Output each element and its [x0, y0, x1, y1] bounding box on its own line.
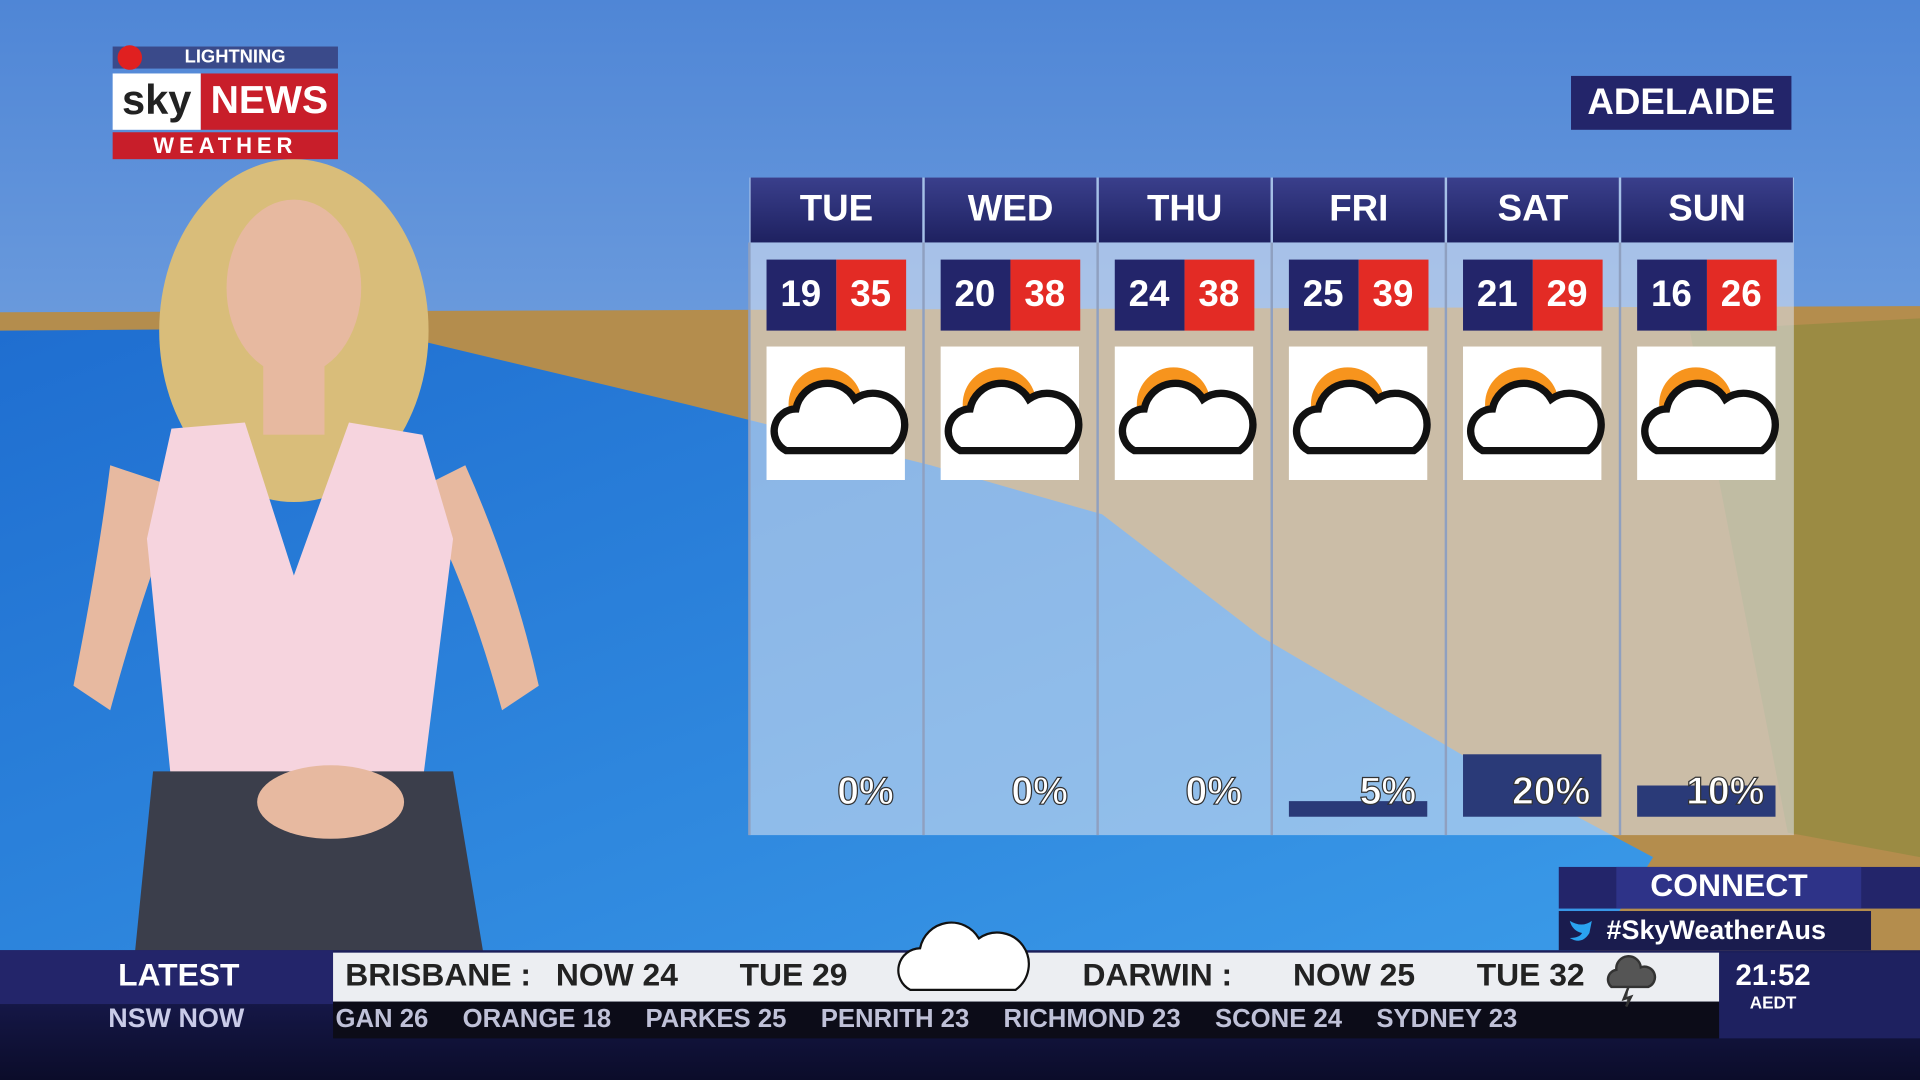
min-box [940, 259, 1011, 331]
scroll-item: GAN 26 [336, 1005, 429, 1033]
day: THU [1147, 187, 1222, 228]
headline-city: BRISBANE : [345, 957, 531, 993]
max-box [1358, 259, 1429, 331]
cloud [1641, 379, 1779, 455]
day: TUE [800, 187, 873, 228]
rain-label: 0% [1011, 770, 1068, 813]
min-temp: 21 [1477, 273, 1518, 314]
cloud [1292, 379, 1431, 455]
scroll-item: SCONE 24 [1215, 1005, 1343, 1033]
rain-label: 5% [1360, 770, 1417, 813]
location-box [1571, 75, 1792, 130]
ticker-subsection: NSW NOW [108, 1003, 245, 1033]
min-box [1637, 259, 1707, 331]
day-header [924, 177, 1097, 243]
logo-news: NEWS [211, 79, 329, 122]
day: WED [968, 187, 1054, 228]
storm-icon [1606, 955, 1657, 1008]
scroll-item: PARKES 25 [645, 1005, 786, 1033]
min-temp: 25 [1303, 273, 1344, 314]
day: FRI [1329, 187, 1388, 228]
min-temp: 20 [955, 273, 996, 314]
logo-sub: WEATHER [153, 133, 297, 158]
day-header [1098, 177, 1271, 243]
day-header [1447, 177, 1619, 243]
max-box [1010, 259, 1081, 331]
max-box [1706, 259, 1777, 331]
max-temp: 26 [1721, 273, 1762, 314]
min-temp: 19 [780, 273, 821, 314]
logo-sky: sky [122, 76, 191, 123]
headline-next: TUE 32 [1477, 957, 1585, 993]
day: SUN [1668, 187, 1746, 228]
day-header [1621, 177, 1793, 243]
connect-title: CONNECT [1650, 867, 1808, 903]
scroll-item: PENRITH 23 [821, 1005, 970, 1033]
logo-badge: LIGHTNING [185, 45, 286, 66]
day-header [750, 177, 923, 243]
min-box [1463, 259, 1533, 331]
max-temp: 38 [1198, 273, 1239, 314]
min-box [766, 259, 837, 331]
connect-hashtag: #SkyWeatherAus [1607, 915, 1826, 945]
headline-now: NOW 24 [556, 957, 678, 993]
cloud [897, 921, 1030, 991]
max-box [836, 259, 907, 331]
min-box [1288, 259, 1359, 331]
scroll-item: SYDNEY 23 [1376, 1005, 1517, 1033]
max-box [1532, 259, 1603, 331]
headline-now: NOW 25 [1293, 957, 1415, 993]
max-box [1184, 259, 1255, 331]
day: SAT [1498, 187, 1569, 228]
ticker-time: 21:52 [1735, 959, 1810, 992]
logo: LIGHTNING sky NEWS WEATHER [112, 45, 338, 160]
cloud [1118, 379, 1257, 455]
headline-city: DARWIN : [1082, 957, 1232, 993]
rain-bar [1463, 754, 1602, 817]
forecast-panel: TUE 19 35 0% WED 20 38 0% THU 24 38 0% FRI 25 39 5% SAT 2… [748, 177, 1794, 836]
rain-label: 0% [837, 770, 894, 813]
scroll-item: ORANGE 18 [463, 1005, 612, 1033]
rain-label: 10% [1686, 770, 1764, 813]
location: ADELAIDE [1587, 81, 1775, 122]
connect-panel: CONNECT #SkyWeatherAus [1558, 866, 1920, 951]
max-temp: 39 [1373, 273, 1414, 314]
scroll-item: RICHMOND 23 [1004, 1005, 1181, 1033]
headline-next: TUE 29 [740, 957, 848, 993]
max-temp: 35 [850, 273, 891, 314]
rain-label: 20% [1512, 770, 1590, 813]
ticker-zone: AEDT [1750, 993, 1797, 1013]
presenter [73, 159, 539, 956]
cloud [1467, 379, 1605, 455]
rain-bar [1288, 801, 1428, 817]
rain-bar [1637, 785, 1776, 817]
rain-label: 0% [1185, 770, 1242, 813]
ticker-section: LATEST [118, 957, 240, 993]
min-temp: 16 [1651, 273, 1692, 314]
day-header [1272, 177, 1445, 243]
min-box [1114, 259, 1185, 331]
max-temp: 38 [1024, 273, 1065, 314]
ticker: LATEST NSW NOW 21:52 AEDT BRISBANE : NOW … [0, 921, 1920, 1080]
max-temp: 29 [1547, 273, 1588, 314]
min-temp: 24 [1129, 273, 1170, 314]
cloud [770, 379, 909, 455]
cloud [944, 379, 1083, 455]
